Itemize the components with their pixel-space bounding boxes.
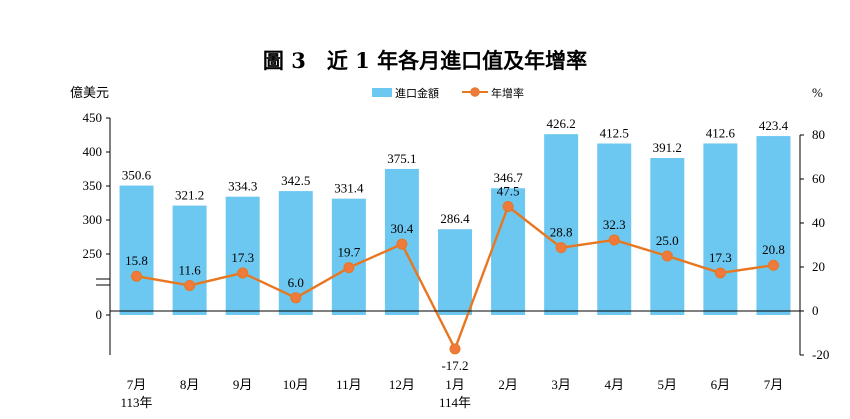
right-tick-label: 0 <box>812 303 819 318</box>
x-tick-label: 12月 <box>389 377 415 392</box>
x-tick-label: 1月 <box>445 377 465 392</box>
legend-line-label: 年增率 <box>491 86 524 100</box>
growth-line-series <box>131 201 779 355</box>
bar-value-label: 412.5 <box>600 126 629 141</box>
bar-value-label: 391.2 <box>653 140 682 155</box>
legend-bar-label: 進口金額 <box>395 86 439 100</box>
x-tick-label: 7月 <box>764 377 784 392</box>
growth-point <box>555 242 567 254</box>
growth-point <box>714 267 726 279</box>
right-tick-label: 40 <box>812 215 825 230</box>
growth-point <box>237 267 249 279</box>
left-tick-label: 450 <box>83 110 103 125</box>
bar-value-label: 375.1 <box>387 151 416 166</box>
left-tick-label: 0 <box>96 307 103 322</box>
bar-series <box>119 134 791 315</box>
x-tick-label: 3月 <box>551 377 571 392</box>
right-tick-label: 80 <box>812 127 825 142</box>
bar-import-value <box>119 185 154 315</box>
growth-value-label: 15.8 <box>125 253 148 268</box>
bar-import-value <box>225 196 260 315</box>
bar-import-value <box>544 134 579 315</box>
bar-import-value <box>597 143 632 315</box>
growth-value-label: 47.5 <box>497 184 520 199</box>
growth-value-label: 19.7 <box>337 245 360 260</box>
bar-import-value <box>756 136 791 315</box>
bar-import-value <box>172 205 207 315</box>
data-labels: 350.6 321.2 334.3 342.5 331.4 375.1 286.4 346.7… <box>122 116 789 373</box>
growth-point <box>661 250 673 262</box>
growth-value-label: 17.3 <box>231 250 254 265</box>
x-year-label: 114年 <box>439 395 471 410</box>
bar-value-label: 412.6 <box>706 125 736 140</box>
left-tick-label: 350 <box>83 178 103 193</box>
chart-title: 圖 3 近 1 年各月進口值及年增率 <box>263 48 587 73</box>
right-tick-label: -20 <box>812 347 829 362</box>
x-tick-label: 8月 <box>180 377 200 392</box>
growth-point <box>767 259 779 271</box>
growth-point <box>184 279 196 291</box>
bar-value-label: 321.2 <box>175 188 204 203</box>
growth-value-label: 11.6 <box>178 262 201 277</box>
growth-value-label: 30.4 <box>391 221 414 236</box>
bar-value-label: 426.2 <box>547 116 576 131</box>
growth-point <box>396 238 408 250</box>
bar-value-label: 331.4 <box>334 181 364 196</box>
growth-point <box>131 270 143 282</box>
legend-bar-swatch <box>372 88 392 97</box>
bar-value-label: 342.5 <box>281 173 310 188</box>
right-axis: 80 60 40 20 0 -20 <box>799 127 829 362</box>
x-tick-label: 4月 <box>604 377 624 392</box>
x-tick-label: 2月 <box>498 377 518 392</box>
growth-point <box>343 262 355 274</box>
x-tick-label: 5月 <box>658 377 678 392</box>
left-tick-label: 300 <box>83 212 103 227</box>
bar-value-label: 346.7 <box>493 170 523 185</box>
right-tick-label: 60 <box>812 171 825 186</box>
growth-value-label: 6.0 <box>288 275 304 290</box>
bar-value-label: 350.6 <box>122 168 152 183</box>
growth-value-label: 25.0 <box>656 233 679 248</box>
bar-value-label: 286.4 <box>440 211 470 226</box>
left-tick-label: 400 <box>83 144 103 159</box>
right-tick-label: 20 <box>812 259 825 274</box>
left-tick-label: 250 <box>83 246 103 261</box>
x-tick-label: 7月 <box>127 377 147 392</box>
legend: 進口金額 年增率 <box>372 86 524 100</box>
growth-value-label: 32.3 <box>603 217 626 232</box>
x-tick-label: 11月 <box>336 377 362 392</box>
bar-import-value <box>438 229 472 315</box>
left-axis: 450 400 350 300 250 0 <box>83 110 111 355</box>
growth-value-label: 28.8 <box>550 225 573 240</box>
growth-value-label: 20.8 <box>762 242 785 257</box>
x-tick-label: 9月 <box>233 377 253 392</box>
bar-value-label: 334.3 <box>228 179 257 194</box>
growth-value-label: 17.3 <box>709 250 732 265</box>
growth-point <box>449 343 461 355</box>
growth-point <box>502 201 514 212</box>
x-tick-label: 10月 <box>283 377 309 392</box>
growth-point <box>290 292 302 304</box>
growth-point <box>608 234 620 246</box>
x-axis: 7月 113年 8月 9月 10月 11月 12月 1月 114年 2月 3月 4月 5月 6月 7月 <box>110 310 800 410</box>
left-axis-unit: 億美元 <box>70 85 109 100</box>
growth-value-label: -17.2 <box>441 358 468 373</box>
right-axis-unit: % <box>812 85 823 100</box>
x-tick-label: 6月 <box>711 377 731 392</box>
bar-value-label: 423.4 <box>759 118 789 133</box>
bar-import-value <box>650 157 685 315</box>
bar-import-value <box>703 143 738 315</box>
x-year-label: 113年 <box>121 395 153 410</box>
bar-import-value <box>331 198 366 315</box>
legend-line-marker <box>470 87 480 97</box>
